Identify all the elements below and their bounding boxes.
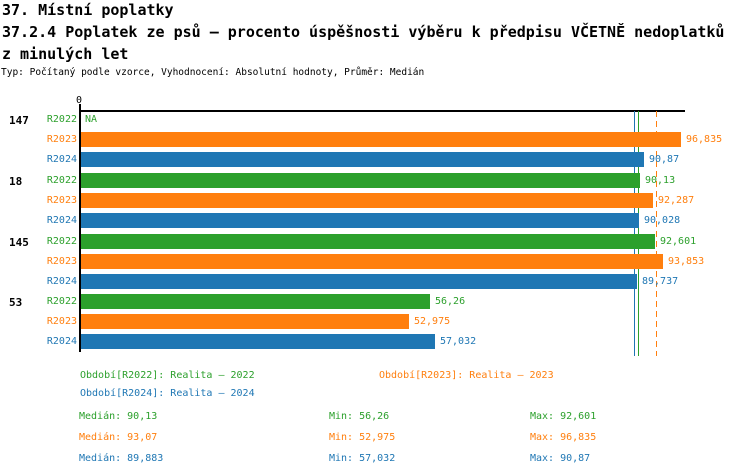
bar-53-R2022: [81, 294, 430, 309]
x-axis-line: [79, 110, 685, 112]
series-label-147-R2024: R2024: [46, 154, 77, 165]
bar-53-R2023: [81, 314, 409, 329]
bar-value-53-R2024: 57,032: [440, 336, 477, 347]
legend-r2023: Období[R2023]: Realita – 2023: [379, 370, 554, 381]
group-label-18: 18: [9, 175, 23, 188]
bar-value-145-R2023: 93,853: [668, 256, 705, 267]
bar-value-53-R2022: 56,26: [435, 296, 466, 307]
chart-meta-line: Typ: Počítaný podle vzorce, Vyhodnocení:…: [1, 67, 425, 78]
bar-value-145-R2024: 89,737: [642, 276, 679, 287]
stat-max-r2024: Max: 90,87: [530, 453, 591, 464]
bar-value-18-R2024: 90,028: [644, 215, 681, 226]
bar-53-R2024: [81, 334, 435, 349]
stat-min-r2023: Min: 52,975: [329, 432, 396, 443]
axis-zero-label: 0: [76, 95, 83, 106]
bar-147-R2024: [81, 152, 644, 167]
bar-value-18-R2022: 90,13: [645, 175, 676, 186]
bar-value-18-R2023: 92,287: [658, 195, 695, 206]
median-line-R2023: [656, 111, 657, 356]
bar-145-R2023: [81, 254, 663, 269]
bar-145-R2024: [81, 274, 637, 289]
series-label-18-R2023: R2023: [46, 195, 77, 206]
series-label-145-R2023: R2023: [46, 256, 77, 267]
median-line-R2022: [638, 111, 639, 356]
legend-r2022: Období[R2022]: Realita – 2022: [80, 370, 255, 381]
median-line-R2024: [634, 111, 635, 356]
stat-max-r2022: Max: 92,601: [530, 411, 597, 422]
series-label-53-R2024: R2024: [46, 336, 77, 347]
chart-subtitle: 37.2.4 Poplatek ze psů – procento úspěšn…: [2, 23, 725, 41]
na-label-147-R2022: NA: [85, 114, 98, 125]
series-label-145-R2022: R2022: [46, 236, 77, 247]
series-label-18-R2024: R2024: [46, 215, 77, 226]
bar-147-R2023: [81, 132, 681, 147]
bar-145-R2022: [81, 234, 655, 249]
stat-min-r2022: Min: 56,26: [329, 411, 390, 422]
stat-max-r2023: Max: 96,835: [530, 432, 597, 443]
series-label-147-R2023: R2023: [46, 134, 77, 145]
group-label-147: 147: [9, 114, 29, 127]
bar-18-R2024: [81, 213, 639, 228]
group-label-145: 145: [9, 236, 29, 249]
bar-value-147-R2023: 96,835: [686, 134, 723, 145]
bar-18-R2022: [81, 173, 640, 188]
series-label-145-R2024: R2024: [46, 276, 77, 287]
legend-r2024: Období[R2024]: Realita – 2024: [80, 388, 255, 399]
series-label-53-R2022: R2022: [46, 296, 77, 307]
stat-median-r2023: Medián: 93,07: [79, 432, 158, 443]
series-label-18-R2022: R2022: [46, 175, 77, 186]
stat-min-r2024: Min: 57,032: [329, 453, 396, 464]
bar-value-53-R2023: 52,975: [414, 316, 451, 327]
series-label-147-R2022: R2022: [46, 114, 77, 125]
bar-value-147-R2024: 90,87: [649, 154, 680, 165]
group-label-53: 53: [9, 296, 23, 309]
stat-median-r2022: Medián: 90,13: [79, 411, 158, 422]
bar-value-145-R2022: 92,601: [660, 236, 697, 247]
chart-title: 37. Místní poplatky: [2, 1, 174, 19]
bar-18-R2023: [81, 193, 653, 208]
stat-median-r2024: Medián: 89,883: [79, 453, 164, 464]
y-axis-line: [79, 104, 81, 352]
series-label-53-R2023: R2023: [46, 316, 77, 327]
chart-subtitle-cont: z minulých let: [2, 45, 129, 63]
